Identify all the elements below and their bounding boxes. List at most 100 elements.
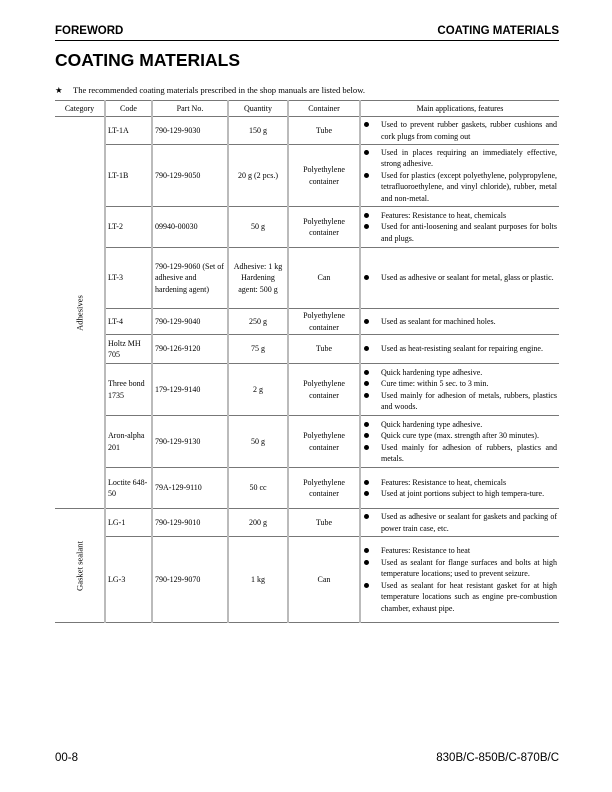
category-cell: Gasket sealant: [55, 508, 105, 623]
table-row: LT-2 09940-00030 50 g Polyethylene containe…: [55, 206, 559, 248]
part-number-cell: 790-126-9120: [151, 334, 228, 364]
application-item: Used mainly for adhesion of metals, rubb…: [363, 390, 557, 413]
code-cell: Three bond 1735: [104, 363, 152, 416]
model-number: 830B/C-850B/C-870B/C: [436, 752, 559, 764]
application-item: Used as adhesive or sealant for metal, g…: [363, 272, 557, 284]
applications-cell: Used as heat-resisting sealant for repai…: [359, 334, 559, 364]
application-item: Used as sealant for flange surfaces and …: [363, 557, 557, 580]
code-cell: LT-1A: [104, 116, 152, 145]
application-item: Used as sealant for heat resistant gaske…: [363, 580, 557, 615]
application-item: Used as heat-resisting sealant for repai…: [363, 343, 557, 355]
applications-cell: Features: Resistance to heat, chemicals U…: [359, 206, 559, 248]
column-header: Container: [287, 100, 360, 117]
category-label: Gasket sealant: [73, 540, 84, 591]
application-item: Features: Resistance to heat: [363, 545, 557, 557]
intro-text: The recommended coating materials prescr…: [73, 85, 366, 95]
part-number-cell: 790-129-9070: [151, 536, 228, 623]
application-item: Quick hardening type adhesive.: [363, 419, 557, 431]
quantity-cell: 50 cc: [227, 467, 288, 509]
quantity-cell: 250 g: [227, 308, 288, 335]
table-row: LT-4 790-129-9040 250 g Polyethylene contai…: [55, 308, 559, 335]
column-header: Main applications, features: [359, 100, 559, 117]
table-row: LT-1B 790-129-9050 20 g (2 pcs.) Polyethyle…: [55, 144, 559, 207]
part-number-cell: 09940-00030: [151, 206, 228, 248]
application-item: Used mainly for adhesion of rubbers, pla…: [363, 442, 557, 465]
container-cell: Can: [287, 247, 360, 309]
container-cell: Can: [287, 536, 360, 623]
table-row: Three bond 1735 179-129-9140 2 g Polyethyle…: [55, 363, 559, 416]
header-topic: COATING MATERIALS: [437, 25, 559, 37]
column-header: Part No.: [151, 100, 228, 117]
applications-cell: Features: Resistance to heat Used as seal…: [359, 536, 559, 623]
application-item: Features: Resistance to heat, chemicals: [363, 210, 557, 222]
application-item: Used as adhesive or sealant for gaskets …: [363, 511, 557, 534]
applications-cell: Used as sealant for machined holes.: [359, 308, 559, 335]
table-row: Loctite 648-50 79A-129-9110 50 cc Polyethyl…: [55, 467, 559, 509]
part-number-cell: 179-129-9140: [151, 363, 228, 416]
application-item: Used to prevent rubber gaskets, rubber c…: [363, 119, 557, 142]
part-number-cell: 790-129-9060 (Set of adhesive and harden…: [151, 247, 228, 309]
application-item: Used for anti-loosening and sealant purp…: [363, 221, 557, 244]
quantity-cell: 50 g: [227, 206, 288, 248]
part-number-cell: 790-129-9130: [151, 415, 228, 468]
part-number-cell: 790-129-9010: [151, 508, 228, 537]
application-item: Features: Resistance to heat, chemicals: [363, 477, 557, 489]
table-row: Gasket sealant LG-1 790-129-9010 200 g Tube U…: [55, 508, 559, 623]
container-cell: Polyethylene container: [287, 308, 360, 335]
code-cell: LT-4: [104, 308, 152, 335]
code-cell: LT-3: [104, 247, 152, 309]
column-header: Category: [55, 100, 105, 117]
intro-note: ★ The recommended coating materials presc…: [55, 85, 365, 96]
applications-cell: Used to prevent rubber gaskets, rubber c…: [359, 116, 559, 145]
application-item: Used at joint portions subject to high t…: [363, 488, 557, 500]
quantity-cell: 75 g: [227, 334, 288, 364]
applications-cell: Features: Resistance to heat, chemicals U…: [359, 467, 559, 509]
table-header-row: Category Code Part No. Quantity Container Mai…: [55, 100, 559, 117]
container-cell: Polyethylene container: [287, 144, 360, 207]
code-cell: LG-3: [104, 536, 152, 623]
container-cell: Polyethylene container: [287, 206, 360, 248]
category-label: Adhesives: [73, 294, 84, 331]
page-header: FOREWORD COATING MATERIALS: [55, 25, 559, 41]
column-header: Code: [104, 100, 152, 117]
part-number-cell: 790-129-9040: [151, 308, 228, 335]
table-row: LT-3 790-129-9060 (Set of adhesive and ha…: [55, 247, 559, 309]
code-cell: Holtz MH 705: [104, 334, 152, 364]
container-cell: Tube: [287, 116, 360, 145]
application-item: Quick hardening type adhesive.: [363, 367, 557, 379]
quantity-cell: Adhesive: 1 kg Hardening agent: 500 g: [227, 247, 288, 309]
container-cell: Tube: [287, 334, 360, 364]
container-cell: Tube: [287, 508, 360, 537]
code-cell: Loctite 648-50: [104, 467, 152, 509]
code-cell: Aron-alpha 201: [104, 415, 152, 468]
application-item: Used as sealant for machined holes.: [363, 316, 557, 328]
applications-cell: Used as adhesive or sealant for gaskets …: [359, 508, 559, 537]
code-cell: LT-2: [104, 206, 152, 248]
coating-materials-table: Category Code Part No. Quantity Container Mai…: [55, 100, 559, 623]
code-cell: LG-1: [104, 508, 152, 537]
applications-cell: Used in places requiring an immediately …: [359, 144, 559, 207]
page-number: 00-8: [55, 752, 79, 764]
application-item: Quick cure type (max. strength after 30 …: [363, 430, 557, 442]
applications-cell: Quick hardening type adhesive. Cure time:…: [359, 363, 559, 416]
column-header: Quantity: [227, 100, 288, 117]
container-cell: Polyethylene container: [287, 415, 360, 468]
part-number-cell: 79A-129-9110: [151, 467, 228, 509]
applications-cell: Quick hardening type adhesive. Quick cure…: [359, 415, 559, 468]
applications-cell: Used as adhesive or sealant for metal, g…: [359, 247, 559, 309]
code-cell: LT-1B: [104, 144, 152, 207]
star-icon: ★: [55, 85, 63, 95]
part-number-cell: 790-129-9030: [151, 116, 228, 145]
table-row: Aron-alpha 201 790-129-9130 50 g Polyethyle…: [55, 415, 559, 468]
part-number-cell: 790-129-9050: [151, 144, 228, 207]
quantity-cell: 2 g: [227, 363, 288, 416]
application-item: Used in places requiring an immediately …: [363, 147, 557, 170]
application-item: Used for plastics (except polyethylene, …: [363, 170, 557, 205]
table-row: LG-3 790-129-9070 1 kg Can Features: Resista…: [55, 536, 559, 623]
quantity-cell: 150 g: [227, 116, 288, 145]
table-row: Holtz MH 705 790-126-9120 75 g Tube Used as …: [55, 334, 559, 364]
quantity-cell: 20 g (2 pcs.): [227, 144, 288, 207]
category-cell: Adhesives: [55, 116, 105, 509]
application-item: Cure time: within 5 sec. to 3 min.: [363, 378, 557, 390]
quantity-cell: 1 kg: [227, 536, 288, 623]
